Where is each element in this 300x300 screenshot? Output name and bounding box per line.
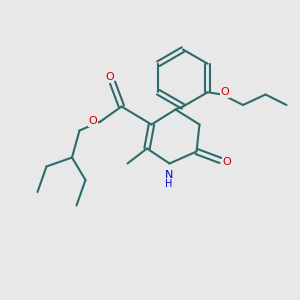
Text: O: O [88, 116, 98, 127]
Text: N: N [165, 170, 173, 180]
Text: O: O [105, 72, 114, 82]
Text: O: O [222, 157, 231, 167]
Text: H: H [165, 179, 172, 189]
Text: O: O [220, 87, 230, 97]
